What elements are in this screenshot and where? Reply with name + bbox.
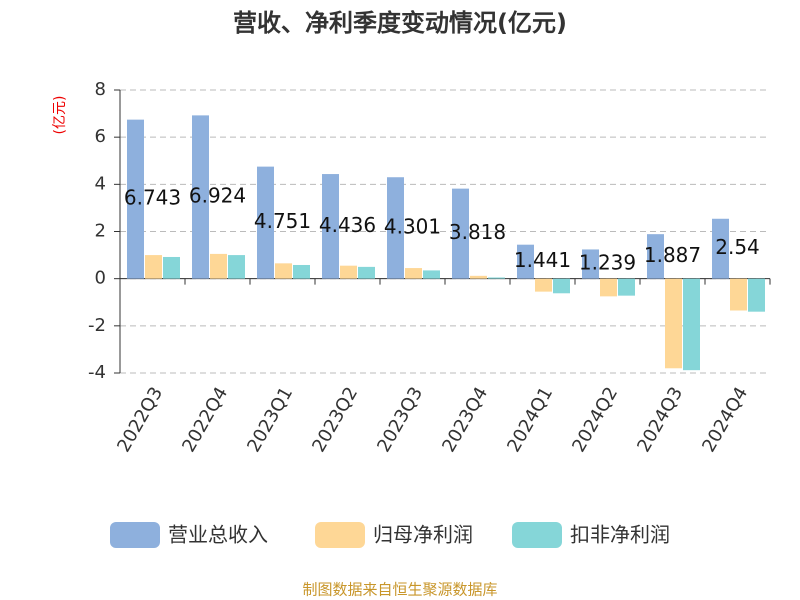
bar — [582, 249, 599, 279]
bar — [683, 278, 700, 371]
bar — [340, 265, 357, 279]
y-axis-label: (亿元) — [52, 96, 68, 135]
bar — [228, 255, 245, 279]
y-tick-label: 2 — [95, 221, 106, 242]
bar — [163, 256, 180, 279]
data-label: 4.436 — [319, 213, 376, 237]
bar — [145, 255, 162, 279]
x-tick-label: 2022Q4 — [178, 384, 232, 456]
x-tick-label: 2024Q3 — [633, 384, 687, 456]
bar — [322, 174, 339, 279]
bar — [748, 278, 765, 312]
chart-title: 营收、净利季度变动情况(亿元) — [233, 9, 567, 37]
y-tick-label: 6 — [95, 126, 106, 147]
legend-swatch — [512, 522, 562, 548]
y-tick-label: 8 — [95, 79, 106, 100]
bar — [387, 177, 404, 279]
data-label: 6.743 — [124, 186, 181, 210]
x-tick-label: 2023Q1 — [243, 384, 297, 456]
bar — [452, 188, 469, 279]
legend-label: 归母净利润 — [373, 523, 473, 547]
x-tick-label: 2024Q1 — [503, 384, 557, 456]
bar — [275, 263, 292, 279]
bar — [470, 275, 487, 279]
bar — [358, 266, 375, 279]
bar — [293, 264, 310, 279]
bar — [192, 115, 209, 279]
data-label: 1.239 — [579, 251, 636, 275]
data-label: 2.54 — [715, 235, 760, 259]
x-tick-label: 2024Q2 — [568, 384, 622, 456]
data-label: 6.924 — [189, 184, 246, 208]
bar — [647, 234, 664, 279]
legend-swatch — [315, 522, 365, 548]
bar — [600, 278, 617, 297]
bar — [210, 253, 227, 279]
x-tick-label: 2022Q3 — [113, 384, 167, 456]
data-label: 4.751 — [254, 209, 311, 233]
bar — [730, 278, 747, 311]
data-label: 3.818 — [449, 220, 506, 244]
y-tick-label: 0 — [95, 268, 106, 289]
x-tick-label: 2023Q2 — [308, 384, 362, 456]
bar — [618, 278, 635, 296]
bar — [405, 268, 422, 279]
legend-label: 营业总收入 — [168, 523, 268, 547]
bar — [488, 277, 505, 279]
bar — [257, 166, 274, 279]
bar — [665, 278, 682, 369]
x-tick-label: 2024Q4 — [698, 384, 752, 456]
y-tick-label: -4 — [88, 362, 106, 383]
bar — [553, 278, 570, 294]
source-note: 制图数据来自恒生聚源数据库 — [302, 581, 497, 599]
x-tick-label: 2023Q4 — [438, 384, 492, 456]
bar — [127, 119, 144, 279]
legend-label: 扣非净利润 — [570, 523, 670, 547]
bar — [535, 278, 552, 292]
x-tick-label: 2023Q3 — [373, 384, 427, 456]
data-label: 1.887 — [644, 243, 701, 267]
data-label: 4.301 — [384, 214, 441, 238]
y-tick-label: 4 — [95, 173, 106, 194]
bar — [712, 218, 729, 279]
bar — [423, 270, 440, 279]
data-label: 1.441 — [514, 248, 571, 272]
legend-swatch — [110, 522, 160, 548]
bar — [517, 244, 534, 279]
y-tick-label: -2 — [88, 315, 106, 336]
